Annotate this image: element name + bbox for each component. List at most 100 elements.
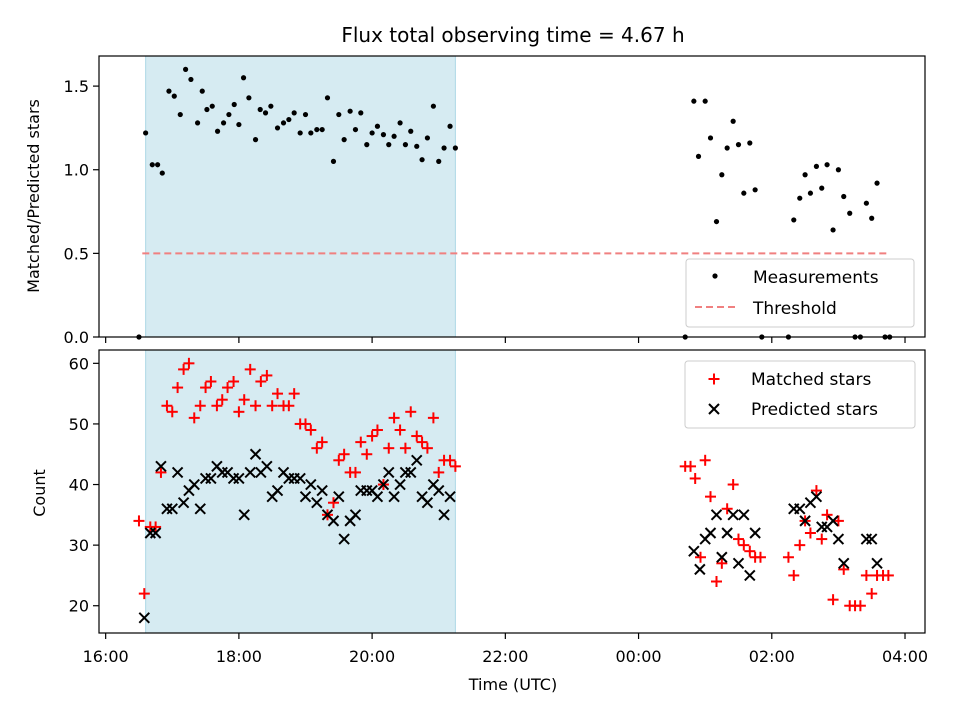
predicted-point	[394, 478, 406, 491]
top-observing-window	[145, 55, 456, 338]
matched-point	[194, 400, 206, 412]
measurement-point	[220, 120, 227, 126]
predicted-point	[721, 527, 733, 539]
predicted-point	[688, 545, 700, 557]
measurement-point	[441, 145, 447, 151]
predicted-point	[316, 484, 328, 497]
measurement-point	[813, 163, 820, 169]
legend-predicted-label: Predicted stars	[751, 400, 878, 420]
predicted-point	[704, 527, 717, 539]
measurement-point	[397, 120, 403, 126]
top-y-axis: 0.0 0.5 1.0 1.5	[64, 77, 99, 347]
predicted-point	[138, 612, 151, 624]
measurement-point	[274, 125, 281, 131]
measurement-point	[802, 172, 808, 178]
matched-point	[695, 551, 707, 563]
matched-point	[150, 521, 162, 533]
measurement-point	[791, 217, 797, 223]
legend-predicted-marker	[708, 403, 720, 415]
predicted-point	[311, 497, 323, 509]
predicted-point	[155, 460, 167, 473]
predicted-point	[433, 484, 445, 497]
measurement-point	[291, 110, 297, 116]
matched-point	[244, 363, 256, 375]
predicted-point	[261, 460, 273, 473]
predicted-point	[827, 515, 839, 527]
predicted-point	[383, 466, 395, 479]
bottom-x-axis: 16:00 18:00 20:00 22:00 00:00 02:00 04:00	[83, 633, 928, 666]
measurement-point	[143, 130, 149, 136]
predicted-point	[732, 557, 745, 570]
top-legend: Measurements Threshold	[685, 258, 915, 328]
matched-point	[754, 551, 766, 563]
x-axis-label: Time (UTC)	[468, 675, 557, 694]
measurement-point	[297, 130, 303, 136]
measurement-point	[347, 108, 353, 114]
predicted-point	[710, 509, 723, 521]
predicted-point	[171, 466, 184, 479]
matched-point	[311, 442, 323, 454]
matched-point	[288, 388, 300, 400]
measurement-point	[386, 142, 392, 148]
matched-point	[205, 376, 217, 388]
measurement-point	[214, 128, 221, 134]
measurement-point	[707, 135, 714, 141]
measurement-point	[419, 157, 425, 163]
measurement-point	[252, 137, 259, 143]
predicted-point	[388, 490, 400, 503]
y-tick-label: 30	[69, 536, 89, 555]
matched-point	[211, 400, 223, 412]
predicted-point	[327, 515, 340, 527]
measurement-point	[874, 180, 880, 186]
matched-point	[366, 430, 378, 442]
matched-point	[161, 400, 173, 412]
chart-title: Flux total observing time = 4.67 h	[341, 23, 684, 47]
predicted-point	[444, 490, 456, 503]
predicted-point	[371, 490, 384, 503]
y-tick-label: 1.5	[64, 77, 89, 96]
matched-point	[361, 448, 373, 460]
predicted-point	[810, 490, 823, 503]
measurement-point	[752, 187, 758, 193]
predicted-point	[188, 478, 200, 491]
measurement-point	[308, 130, 314, 136]
predicted-point	[349, 509, 362, 521]
matched-stars-series	[133, 357, 894, 612]
matched-point	[255, 376, 267, 388]
measurement-point	[380, 132, 387, 138]
matched-point	[810, 485, 822, 497]
predicted-point	[405, 466, 417, 479]
measurement-point	[319, 126, 325, 133]
measurement-point	[246, 95, 252, 101]
matched-point	[283, 400, 295, 412]
measurement-point	[835, 167, 842, 173]
predicted-point	[816, 521, 828, 533]
matched-point	[222, 382, 234, 394]
predicted-point	[794, 503, 806, 515]
predicted-point	[166, 503, 178, 515]
predicted-stars-series	[138, 448, 883, 624]
measurement-point	[257, 106, 263, 113]
measurement-point	[869, 215, 875, 221]
x-tick-label: 18:00	[216, 647, 262, 666]
predicted-point	[411, 454, 423, 466]
measurement-point	[797, 195, 803, 201]
predicted-point	[716, 551, 728, 563]
measurement-point	[847, 210, 853, 216]
matched-point	[138, 588, 150, 600]
matched-point	[685, 460, 697, 472]
measurement-point	[691, 98, 697, 104]
predicted-point	[799, 515, 811, 527]
predicted-point	[299, 490, 312, 503]
measurement-point	[369, 130, 375, 136]
matched-point	[821, 509, 833, 521]
bottom-legend-box	[684, 360, 916, 429]
measurement-point	[735, 142, 742, 148]
top-x-ticks	[105, 337, 906, 343]
measurement-point	[209, 103, 215, 109]
matched-point	[338, 448, 350, 460]
measurement-point	[391, 133, 397, 139]
matched-point	[838, 563, 850, 575]
legend-threshold-label: Threshold	[752, 299, 837, 319]
matched-point	[178, 363, 190, 375]
